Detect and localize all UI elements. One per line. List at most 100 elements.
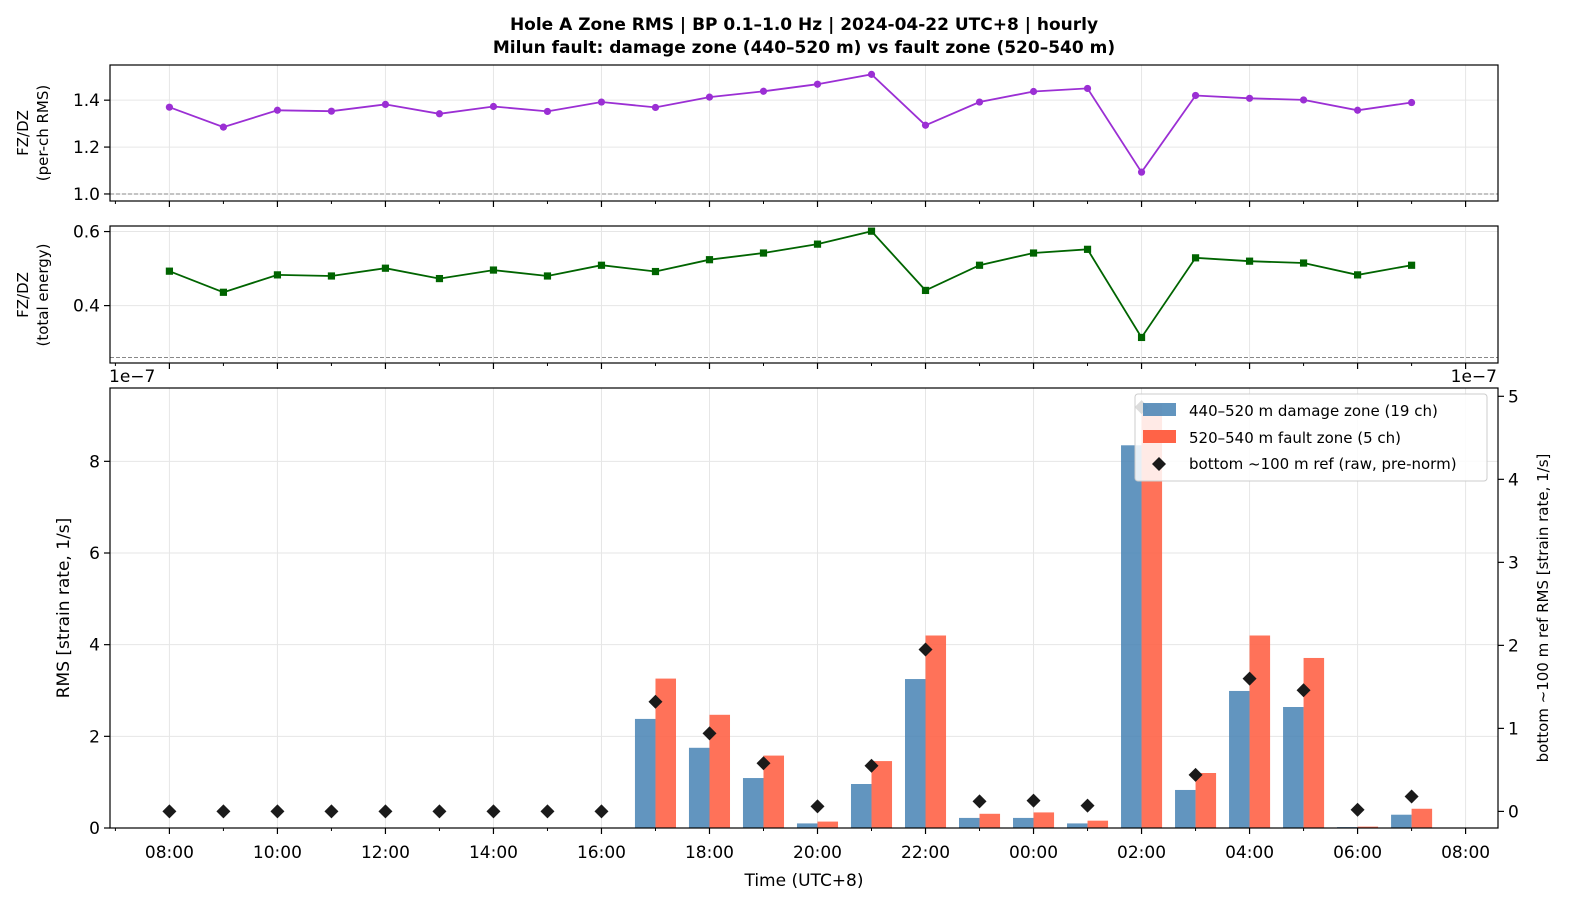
panel2-ylabel-sub: (total energy) <box>34 243 52 346</box>
bar-damage-zone <box>1013 817 1034 828</box>
panel3-xtick-label: 14:00 <box>469 843 518 863</box>
panel1-line <box>169 73 1412 174</box>
panel3-xtick-label: 02:00 <box>1117 843 1166 863</box>
bar-fault-zone <box>763 755 785 828</box>
bar-fault-zone <box>709 714 731 828</box>
reference-marker <box>702 726 717 741</box>
reference-marker <box>1026 793 1041 808</box>
panel1-point <box>759 87 768 95</box>
panel3-ytick-right-label: 5 <box>1508 387 1519 407</box>
reference-marker <box>270 804 285 819</box>
bar-fault-zone <box>1195 773 1217 828</box>
panel2-point <box>381 264 390 272</box>
panel3-xtick-label: 20:00 <box>793 843 842 863</box>
panel1-point <box>273 106 282 114</box>
panel1-point <box>1029 87 1038 96</box>
bar-damage-zone <box>634 718 656 828</box>
bar-damage-zone <box>742 778 764 828</box>
panel1-ytick-label: 1.4 <box>73 91 100 111</box>
panel3-bars <box>634 404 1433 828</box>
bar-damage-zone <box>1283 707 1304 828</box>
panel1-point <box>867 70 876 78</box>
panel1-ylabel: FZ/DZ <box>14 110 32 156</box>
panel1-yticks: 1.0 1.2 1.4 <box>73 91 110 205</box>
panel-ratio-energy: 0.4 0.6 FZ/DZ (total energy) <box>14 223 1499 369</box>
bar-damage-zone <box>1229 690 1250 828</box>
panel2-yticks: 0.4 0.6 <box>73 223 110 317</box>
chart-subtitle: Milun fault: damage zone (440–520 m) vs … <box>493 38 1115 58</box>
reference-marker <box>324 804 339 819</box>
reference-marker <box>1080 798 1095 813</box>
panel2-point <box>705 256 714 264</box>
panel2-point <box>813 240 822 248</box>
bar-damage-zone <box>904 679 926 828</box>
panel3-ytick-label: 4 <box>89 636 100 656</box>
legend-frame <box>1134 393 1488 482</box>
panel3-ytick-right-label: 4 <box>1508 470 1519 490</box>
panel2-point <box>759 249 768 257</box>
panel2-point <box>867 227 876 235</box>
panel1-point <box>1299 96 1308 104</box>
panel3-xtick-label: 04:00 <box>1225 843 1274 863</box>
panel1-point <box>1353 106 1362 114</box>
bar-fault-zone <box>817 821 839 828</box>
panel2-point <box>651 267 660 276</box>
panel1-point <box>1245 94 1254 102</box>
bar-damage-zone <box>796 823 818 828</box>
panel2-point <box>1407 261 1416 269</box>
panel2-point <box>273 271 282 279</box>
panel3-reference-markers <box>162 400 1419 819</box>
panel1-frame <box>109 64 1499 202</box>
panel2-point <box>1191 254 1200 262</box>
panel3-xtick-label: 22:00 <box>901 843 950 863</box>
reference-marker <box>216 804 231 819</box>
panel3-ytick-label: 0 <box>89 819 100 839</box>
bar-fault-zone <box>1087 820 1109 828</box>
panel1-point <box>219 123 228 131</box>
panel1-point <box>921 121 930 129</box>
panel1-ylabel-sub: (per-ch RMS) <box>34 85 52 181</box>
panel1-point <box>1083 84 1092 93</box>
panel2-point <box>921 286 930 295</box>
panel3-xtick-label: 08:00 <box>1441 843 1490 863</box>
reference-marker <box>756 756 771 771</box>
bar-damage-zone <box>959 817 980 828</box>
panel2-point <box>1245 257 1254 265</box>
bar-fault-zone <box>655 678 677 828</box>
panel2-line <box>169 230 1412 340</box>
panel2-point <box>327 272 336 280</box>
panel3-xtick-label: 16:00 <box>577 843 626 863</box>
panel1-point <box>651 103 660 112</box>
bar-fault-zone <box>1411 808 1433 828</box>
bar-fault-zone <box>925 635 947 828</box>
reference-marker <box>1296 683 1311 698</box>
panel1-point <box>1137 168 1146 176</box>
panel2-point <box>597 261 606 269</box>
reference-marker <box>1188 767 1203 782</box>
panel1-point <box>1407 98 1416 107</box>
panel3-frame <box>109 387 1499 829</box>
legend-swatch-damage-zone <box>1143 403 1176 416</box>
bar-damage-zone <box>1067 823 1088 828</box>
legend-label-reference: bottom ~100 m ref (raw, pre-norm) <box>1189 455 1457 473</box>
panel2-point <box>975 261 984 269</box>
reference-marker <box>648 694 663 709</box>
panel1-ytick-label: 1.2 <box>73 138 100 158</box>
panel3-ytick-label: 8 <box>89 452 100 472</box>
bar-fault-zone <box>1303 657 1325 828</box>
reference-marker <box>1242 671 1257 686</box>
panel3-xtick-label: 10:00 <box>253 843 302 863</box>
panel3-ytick-right-label: 3 <box>1508 553 1519 573</box>
panel2-point <box>1083 245 1092 253</box>
offset-label-right: 1e−7 <box>1451 367 1497 387</box>
reference-marker <box>540 804 555 819</box>
panel3-ytick-right-label: 1 <box>1508 719 1519 739</box>
offset-label-left: 1e−7 <box>109 367 155 387</box>
bar-fault-zone <box>979 813 1001 828</box>
panel3-xtick-label: 08:00 <box>145 843 194 863</box>
legend-swatch-fault-zone <box>1143 430 1176 443</box>
bar-damage-zone <box>1391 814 1412 828</box>
panel2-point <box>1299 259 1308 267</box>
panel2-point <box>1137 333 1146 342</box>
panel1-point <box>1191 91 1200 100</box>
